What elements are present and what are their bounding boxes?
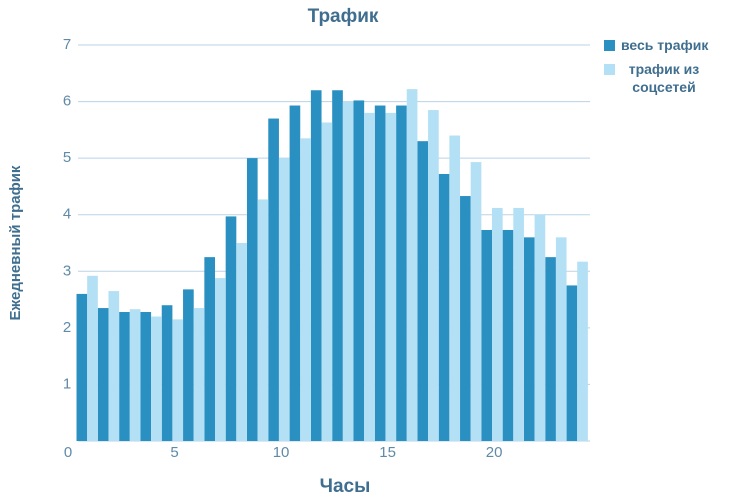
bar <box>513 207 524 441</box>
bar <box>470 162 482 442</box>
bar <box>438 173 450 442</box>
bar <box>385 112 397 441</box>
legend-swatch <box>604 64 615 75</box>
bar <box>523 237 535 441</box>
bar <box>300 138 311 442</box>
x-tick-label: 20 <box>486 444 503 461</box>
bar <box>555 237 567 441</box>
legend-label: весь трафик <box>621 37 709 53</box>
bar <box>172 319 184 441</box>
bar <box>76 293 88 441</box>
bar <box>534 214 546 441</box>
x-tick-label: 5 <box>170 444 178 461</box>
y-tick-label: 6 <box>63 93 71 110</box>
y-axis-label: Ежедневный трафик <box>7 165 24 320</box>
bar <box>193 308 205 441</box>
bar <box>236 243 247 441</box>
x-tick-label: 15 <box>379 444 396 461</box>
x-tick-label: 10 <box>273 444 290 461</box>
bar <box>417 141 429 441</box>
bar <box>183 289 194 441</box>
bar <box>374 105 386 441</box>
bar <box>215 278 226 441</box>
bar <box>449 135 461 441</box>
x-axis-label: Часы <box>320 476 371 497</box>
bar <box>502 229 514 441</box>
bar <box>119 312 130 441</box>
bar <box>545 257 556 441</box>
bar <box>204 257 216 441</box>
bar <box>353 100 365 441</box>
bar <box>97 308 109 441</box>
bar <box>577 261 588 441</box>
bar <box>481 229 492 441</box>
legend-item: весь трафик <box>604 36 724 54</box>
bar <box>257 199 269 441</box>
bar <box>246 158 258 441</box>
y-tick-label: 7 <box>63 36 71 53</box>
bar <box>428 110 439 442</box>
bar <box>278 158 290 441</box>
bar <box>289 105 301 441</box>
bar <box>151 316 162 441</box>
chart-title: Трафик <box>308 6 379 27</box>
bar <box>225 216 237 441</box>
bar <box>406 89 418 441</box>
bar <box>161 305 173 441</box>
bar <box>87 275 98 441</box>
bar <box>396 105 407 441</box>
x-tick-label: 0 <box>64 444 72 461</box>
legend: весь трафик трафик из соцсетей <box>604 36 724 102</box>
y-tick-label: 2 <box>63 319 71 336</box>
bar <box>129 309 141 441</box>
bar <box>566 285 578 441</box>
legend-swatch <box>604 40 615 51</box>
bar <box>310 90 322 441</box>
bar <box>364 112 375 441</box>
bar <box>321 122 333 441</box>
bar <box>491 207 503 441</box>
bar <box>332 90 343 441</box>
legend-label: трафик из соцсетей <box>628 61 700 95</box>
y-tick-label: 5 <box>63 149 71 166</box>
bar <box>460 196 471 441</box>
y-tick-label: 3 <box>63 262 71 279</box>
y-tick-label: 1 <box>63 375 71 392</box>
legend-item: трафик из соцсетей <box>604 60 724 96</box>
bar <box>342 101 354 442</box>
bar <box>268 118 279 442</box>
y-tick-label: 4 <box>63 206 71 223</box>
bar <box>140 312 152 441</box>
bar <box>108 291 120 441</box>
